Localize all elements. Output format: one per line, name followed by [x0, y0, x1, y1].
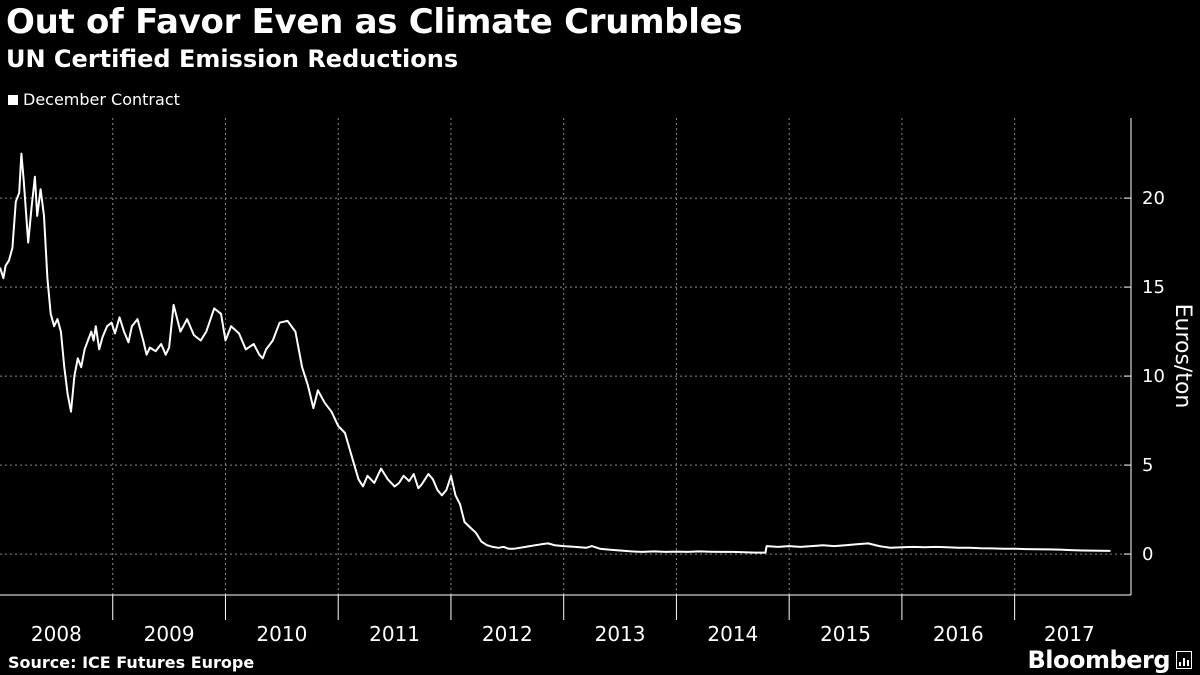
grid-layer — [0, 118, 1130, 595]
x-tick-label: 2017 — [1044, 622, 1095, 646]
y-tick-label: 20 — [1142, 188, 1165, 209]
x-tick-label: 2015 — [820, 622, 871, 646]
axis-layer: 0 5 10 15 20 2008 2009 2010 2011 2012 2013 2014 2015… — [0, 118, 1165, 646]
x-tick-label: 2010 — [256, 622, 307, 646]
x-tick-label: 2011 — [369, 622, 420, 646]
legend: December Contract — [8, 90, 180, 109]
x-tick-label: 2014 — [707, 622, 758, 646]
chart-subtitle: UN Certified Emission Reductions — [6, 45, 459, 73]
y-tick-label: 10 — [1142, 366, 1165, 387]
y-tick-label: 5 — [1142, 455, 1153, 476]
y-axis-label: Euros/ton — [1170, 304, 1195, 409]
x-tick-label: 2013 — [595, 622, 646, 646]
bar-chart-icon — [1176, 651, 1192, 669]
brand-name: Bloomberg — [1027, 646, 1171, 674]
series-layer — [0, 152, 1111, 554]
series-line — [0, 152, 1111, 554]
y-tick-label: 15 — [1142, 277, 1165, 298]
x-tick-label: 2012 — [482, 622, 533, 646]
x-tick-label: 2008 — [31, 622, 82, 646]
brand-logo: Bloomberg — [1028, 646, 1192, 674]
legend-label: December Contract — [23, 90, 180, 109]
y-tick-label: 0 — [1142, 544, 1153, 565]
chart-title: Out of Favor Even as Climate Crumbles — [6, 2, 743, 42]
x-tick-label: 2016 — [933, 622, 984, 646]
x-tick-label: 2009 — [144, 622, 195, 646]
source-note: Source: ICE Futures Europe — [8, 653, 255, 672]
legend-swatch — [8, 94, 18, 105]
